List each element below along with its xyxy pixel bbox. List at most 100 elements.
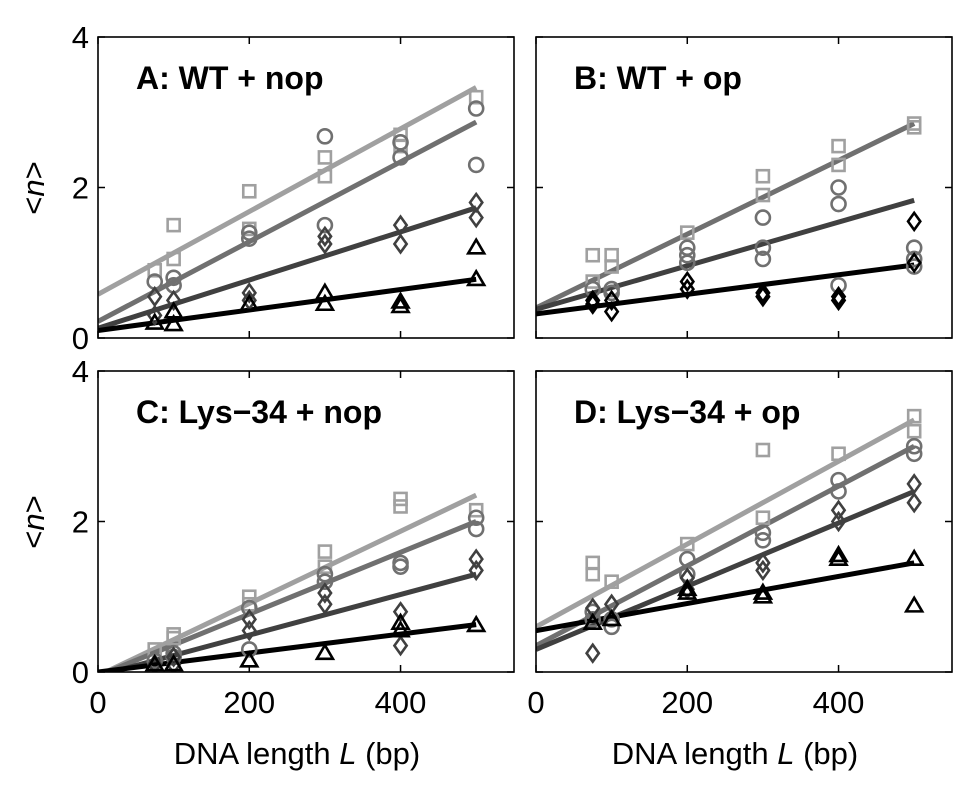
panel-c-title: C: Lys−34 + nop bbox=[136, 394, 382, 430]
panel-c-point-triangle bbox=[163, 653, 184, 672]
panel-d-point-square bbox=[831, 446, 846, 462]
y-axis-title-top: <n> bbox=[16, 161, 51, 214]
panel-c-point-square bbox=[393, 499, 408, 514]
panel-a-point-circle bbox=[316, 128, 334, 145]
panel-c-point-circle bbox=[392, 558, 409, 575]
panel-d: 0 200 400 D: Lys−34 + op bbox=[527, 370, 953, 720]
panel-b-frame bbox=[535, 36, 953, 339]
panel-a-point-diamond bbox=[165, 289, 182, 312]
panel-c-ytick-label: 4 bbox=[72, 354, 89, 389]
panel-d-point-circle bbox=[754, 524, 772, 542]
panel-b-point-square bbox=[755, 168, 771, 184]
y-axis-title-bottom: <n> bbox=[16, 495, 51, 548]
panel-d-point-circle bbox=[584, 611, 602, 628]
panel-c-point-circle bbox=[316, 565, 334, 583]
panel-b-point-diamond bbox=[603, 300, 620, 323]
panel-d-point-triangle bbox=[828, 544, 849, 563]
panel-b-point-diamond bbox=[755, 282, 771, 304]
panel-d-point-triangle bbox=[601, 608, 622, 627]
panel-a-point-triangle bbox=[465, 237, 487, 255]
panel-a-point-diamond bbox=[241, 282, 257, 304]
panel-a-plot-area bbox=[98, 85, 487, 333]
panel-d-point-triangle bbox=[676, 582, 698, 600]
panel-d-point-diamond bbox=[906, 491, 922, 514]
panel-d-point-diamond bbox=[585, 642, 601, 664]
panel-c-xtick-label: 400 bbox=[375, 685, 427, 720]
panel-d-point-triangle bbox=[828, 548, 849, 567]
panel-d-point-square bbox=[679, 536, 695, 552]
panel-a-frame bbox=[97, 36, 515, 339]
panel-b-point-diamond bbox=[679, 278, 695, 300]
panel-c-point-diamond bbox=[468, 548, 484, 570]
panel-d-point-triangle bbox=[903, 548, 925, 567]
panel-c-point-diamond bbox=[392, 634, 409, 657]
panel-a-point-triangle bbox=[163, 313, 184, 332]
panel-d-xtick-label: 400 bbox=[813, 685, 865, 720]
panel-c-point-triangle bbox=[314, 642, 336, 661]
panel-c-point-diamond bbox=[241, 619, 257, 642]
panel-d-fit-line-square bbox=[536, 417, 916, 630]
panel-b-point-square bbox=[831, 157, 846, 173]
panel-b-point-square bbox=[906, 120, 922, 135]
panel-b-title: B: WT + op bbox=[574, 60, 742, 96]
panel-a-point-diamond bbox=[392, 233, 409, 255]
panel-b-point-diamond bbox=[830, 289, 847, 312]
panel-c-point-diamond bbox=[317, 582, 333, 604]
panel-a-point-square bbox=[147, 262, 163, 278]
panel-a-point-triangle bbox=[144, 312, 166, 330]
panel-c-point-triangle bbox=[390, 612, 411, 630]
panel-d-point-circle bbox=[603, 618, 620, 636]
panel-b-point-diamond bbox=[585, 289, 601, 312]
panel-a-point-triangle bbox=[465, 268, 487, 287]
panel-b-point-diamond bbox=[906, 252, 922, 274]
panel-c-point-triangle bbox=[465, 614, 487, 633]
panel-c-point-diamond bbox=[392, 601, 409, 623]
panel-a-ytick-label: 4 bbox=[72, 20, 89, 55]
panel-b-point-square bbox=[831, 138, 846, 154]
panel-a-fit-line-square bbox=[98, 85, 478, 297]
panel-c-plot-area bbox=[98, 491, 487, 672]
panel-c-point-diamond bbox=[241, 608, 257, 631]
panel-d-plot-area bbox=[536, 408, 925, 664]
panel-d-point-square bbox=[604, 574, 619, 590]
panel-d-point-triangle bbox=[582, 612, 604, 630]
panel-d-point-square bbox=[906, 423, 922, 439]
panel-c-point-circle bbox=[240, 599, 258, 617]
panel-d-frame bbox=[535, 370, 953, 673]
panel-a-point-circle bbox=[392, 149, 409, 166]
panel-a-fit-line-circle bbox=[98, 119, 478, 324]
panel-d-title: D: Lys−34 + op bbox=[574, 394, 800, 430]
x-axis-title-left: DNA length L (bp) bbox=[174, 736, 420, 771]
panel-d-point-square bbox=[906, 408, 922, 424]
panel-b-point-square bbox=[679, 225, 695, 240]
panel-a-point-square bbox=[317, 150, 333, 165]
panel-d-point-diamond bbox=[755, 559, 771, 582]
panel-d-point-circle bbox=[584, 603, 602, 621]
panel-d-point-circle bbox=[905, 445, 923, 463]
panel-d-xtick-label: 200 bbox=[661, 685, 713, 720]
panel-b-point-circle bbox=[678, 254, 696, 272]
panel-d-point-triangle bbox=[752, 586, 774, 604]
panel-a-point-square bbox=[317, 168, 333, 184]
panel-b-point-square bbox=[604, 259, 619, 274]
panel-a-fit-line-diamond bbox=[98, 205, 477, 331]
panel-b-point-diamond bbox=[755, 285, 771, 308]
panel-a-point-square bbox=[468, 89, 484, 105]
panel-c-point-square bbox=[317, 544, 333, 559]
panel-d-point-triangle bbox=[752, 582, 774, 600]
panel-d-point-triangle bbox=[903, 595, 925, 613]
panel-b-point-circle bbox=[830, 179, 847, 196]
panel-d-point-square bbox=[585, 566, 601, 582]
panel-c-xtick-label: 200 bbox=[223, 685, 275, 720]
panel-d-xtick-label: 0 bbox=[527, 685, 544, 720]
panel-c-point-triangle bbox=[144, 653, 166, 672]
panel-b-point-circle bbox=[754, 250, 772, 268]
panel-a-point-diamond bbox=[317, 233, 333, 255]
panel-b-point-circle bbox=[754, 209, 772, 226]
panel-b: B: WT + op bbox=[535, 36, 953, 339]
panel-a-point-circle bbox=[240, 230, 258, 247]
panel-b-plot-area bbox=[536, 116, 923, 323]
panel-c-point-square bbox=[468, 502, 484, 518]
panel-c-point-triangle bbox=[238, 650, 260, 668]
